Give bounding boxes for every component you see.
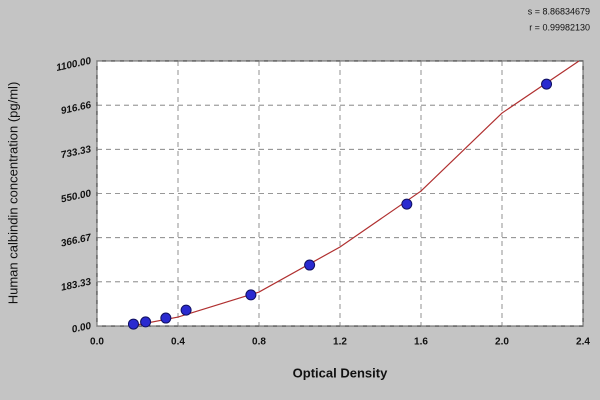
x-tick-label: 2.4 <box>576 337 590 348</box>
data-point <box>180 304 192 316</box>
data-point <box>541 78 553 90</box>
data-point <box>160 312 172 324</box>
data-point <box>140 316 152 328</box>
annotation: r = 0.99982130 <box>529 22 590 32</box>
fit-curve <box>131 60 580 327</box>
data-point <box>401 198 413 210</box>
x-tick-label: 0.8 <box>252 337 266 348</box>
x-axis-label: Optical Density <box>293 365 388 380</box>
annotation: s = 8.86834679 <box>528 6 590 16</box>
x-tick-label: 1.2 <box>333 337 347 348</box>
x-tick-label: 0.4 <box>171 337 185 348</box>
data-point <box>127 318 139 330</box>
y-axis-label: Human calbindin concentration (pg/ml) <box>5 82 20 305</box>
data-point <box>304 259 316 271</box>
x-tick-label: 0.0 <box>90 337 104 348</box>
x-tick-label: 1.6 <box>414 337 428 348</box>
data-point <box>245 289 257 301</box>
x-tick-label: 2.0 <box>495 337 509 348</box>
y-tick-label: 0.00 <box>71 321 93 336</box>
